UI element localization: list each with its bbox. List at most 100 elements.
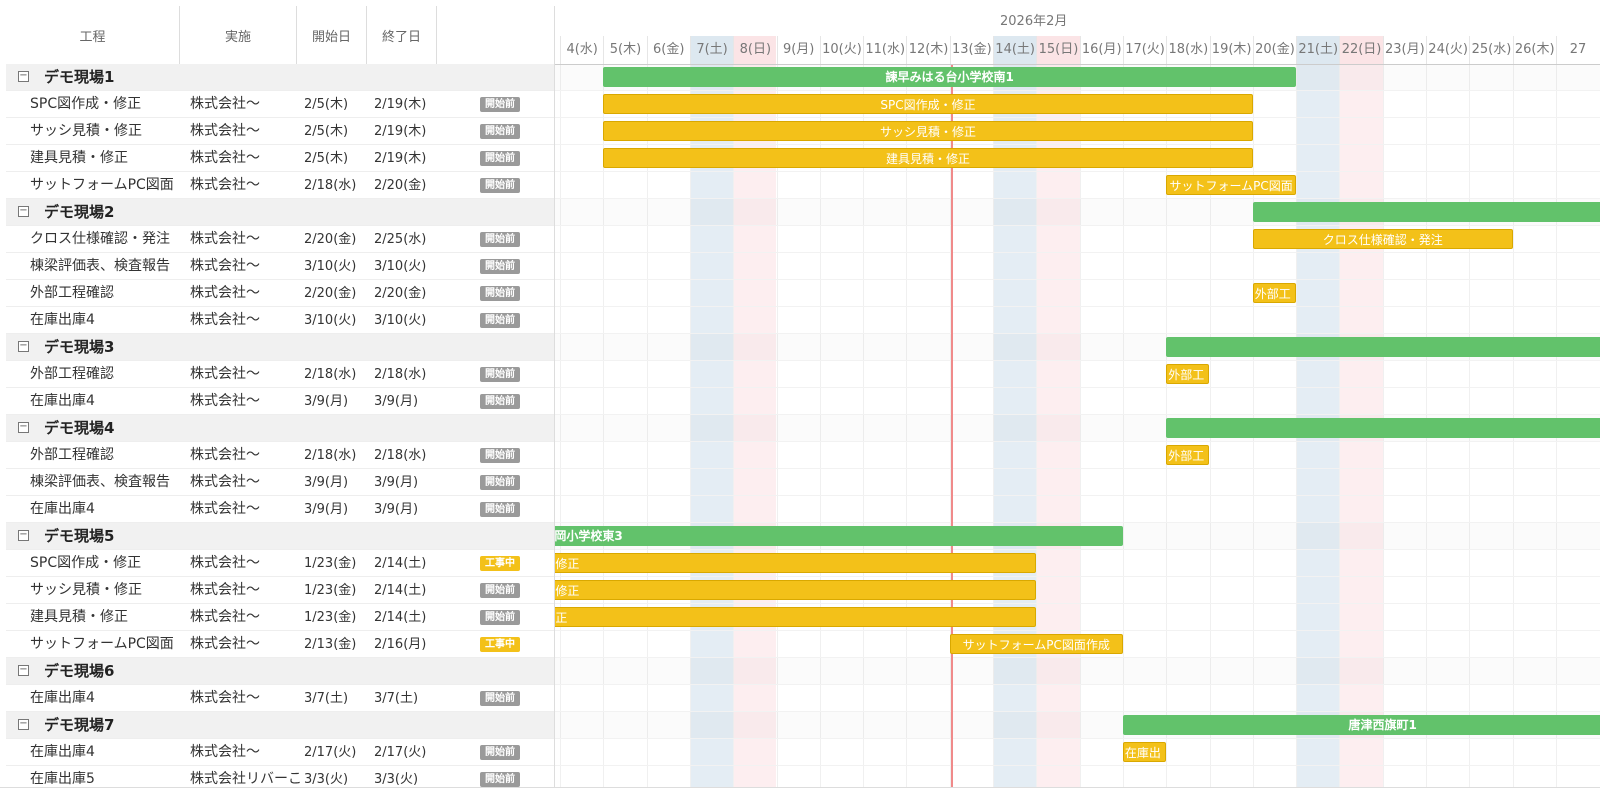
task-start-date: 2/18(水) — [304, 367, 357, 382]
project-bar[interactable]: 諫早みはる台小学校南1 — [603, 67, 1297, 87]
task-row[interactable]: 在庫出庫4 株式会社〜 3/9(月) 3/9(月) 開始前 — [6, 388, 554, 415]
task-row[interactable]: サットフォームPC図面 株式会社〜 2/18(水) 2/20(金) 開始前 — [6, 172, 554, 199]
day-header-cell: 20(金) — [1252, 36, 1296, 64]
task-start-date: 3/3(火) — [304, 772, 349, 787]
collapse-toggle-icon[interactable]: − — [18, 421, 29, 433]
task-bar[interactable]: 外部工 — [1252, 283, 1297, 303]
task-row[interactable]: サッシ見積・修正 株式会社〜 2/5(木) 2/19(木) 開始前 — [6, 118, 554, 145]
task-end-date: 2/20(金) — [374, 286, 427, 301]
task-bar[interactable]: 外部工 — [1166, 364, 1210, 384]
collapse-toggle-icon[interactable]: − — [18, 718, 29, 730]
task-name: 在庫出庫4 — [30, 744, 95, 760]
task-bar[interactable]: SPC図作成・修正 — [603, 94, 1253, 114]
project-bar[interactable]: 佐世保 — [1166, 418, 1600, 438]
task-end-date: 2/25(水) — [374, 232, 427, 247]
task-bar[interactable]: サットフォームPC図面作成 — [949, 634, 1123, 654]
task-row[interactable]: 在庫出庫5 株式会社リバーこ 3/3(火) 3/3(火) 開始前 — [6, 766, 554, 787]
column-header-start[interactable]: 開始日 — [297, 6, 367, 64]
gantt-row — [555, 388, 1600, 415]
status-badge: 開始前 — [480, 610, 520, 625]
group-row[interactable]: − デモ現場3 — [6, 334, 554, 361]
task-start-date: 2/5(木) — [304, 124, 349, 139]
task-bar[interactable]: クロス仕様確認・発注 — [1252, 229, 1513, 249]
gantt-row — [555, 523, 1600, 550]
task-row[interactable]: SPC図作成・修正 株式会社〜 2/5(木) 2/19(木) 開始前 — [6, 91, 554, 118]
task-row[interactable]: サッシ見積・修正 株式会社〜 1/23(金) 2/14(土) 開始前 — [6, 577, 554, 604]
gantt-row — [555, 226, 1600, 253]
task-row[interactable]: 建具見積・修正 株式会社〜 2/5(木) 2/19(木) 開始前 — [6, 145, 554, 172]
day-header-cell: 8(日) — [733, 36, 777, 64]
gantt-row — [555, 253, 1600, 280]
grid-line — [949, 64, 951, 787]
task-bar[interactable]: サットフォームPC図面 — [1166, 175, 1297, 195]
column-header-process[interactable]: 工程 — [6, 6, 180, 64]
day-header-cell: 12(木) — [906, 36, 949, 64]
task-end-date: 2/16(月) — [374, 637, 427, 652]
column-header-assignee[interactable]: 実施 — [180, 6, 297, 64]
status-badge: 開始前 — [480, 232, 520, 247]
month-label: 2026年2月 — [1000, 14, 1068, 29]
task-row[interactable]: サットフォームPC図面 株式会社〜 2/13(金) 2/16(月) 工事中 — [6, 631, 554, 658]
task-row[interactable]: 棟梁評価表、検査報告 株式会社〜 3/9(月) 3/9(月) 開始前 — [6, 469, 554, 496]
task-row[interactable]: 外部工程確認 株式会社〜 2/18(水) 2/18(水) 開始前 — [6, 361, 554, 388]
saturday-column — [689, 64, 734, 787]
status-badge: 開始前 — [480, 448, 520, 463]
task-end-date: 2/14(土) — [374, 556, 427, 571]
task-start-date: 2/18(水) — [304, 178, 357, 193]
task-row[interactable]: 外部工程確認 株式会社〜 2/18(水) 2/18(水) 開始前 — [6, 442, 554, 469]
task-row[interactable]: 外部工程確認 株式会社〜 2/20(金) 2/20(金) 開始前 — [6, 280, 554, 307]
task-row[interactable]: 建具見積・修正 株式会社〜 1/23(金) 2/14(土) 開始前 — [6, 604, 554, 631]
status-badge: 開始前 — [480, 583, 520, 598]
collapse-toggle-icon[interactable]: − — [18, 664, 29, 676]
project-bar[interactable] — [1252, 202, 1600, 222]
task-row[interactable]: クロス仕様確認・発注 株式会社〜 2/20(金) 2/25(水) 開始前 — [6, 226, 554, 253]
task-end-date: 2/14(土) — [374, 583, 427, 598]
task-bar[interactable]: 外部工 — [1166, 445, 1210, 465]
grid-line — [603, 64, 605, 787]
collapse-toggle-icon[interactable]: − — [18, 340, 29, 352]
task-row[interactable]: 在庫出庫4 株式会社〜 3/10(火) 3/10(火) 開始前 — [6, 307, 554, 334]
task-assignee: 株式会社〜 — [190, 312, 260, 328]
project-bar[interactable]: 唐津西旗町1 — [1122, 715, 1600, 735]
task-bar[interactable]: 修正 — [555, 607, 1037, 627]
task-bar[interactable]: サッシ見積・修正 — [603, 121, 1253, 141]
group-row[interactable]: − デモ現場4 — [6, 415, 554, 442]
status-badge: 開始前 — [480, 313, 520, 328]
collapse-toggle-icon[interactable]: − — [18, 529, 29, 541]
task-row[interactable]: 棟梁評価表、検査報告 株式会社〜 3/10(火) 3/10(火) 開始前 — [6, 253, 554, 280]
task-assignee: 株式会社〜 — [190, 258, 260, 274]
task-row[interactable]: 在庫出庫4 株式会社〜 2/17(火) 2/17(火) 開始前 — [6, 739, 554, 766]
collapse-toggle-icon[interactable]: − — [18, 205, 29, 217]
collapse-toggle-icon[interactable]: − — [18, 70, 29, 82]
group-row[interactable]: − デモ現場6 — [6, 658, 554, 685]
task-row[interactable]: 在庫出庫4 株式会社〜 3/9(月) 3/9(月) 開始前 — [6, 496, 554, 523]
group-row[interactable]: − デモ現場1 — [6, 64, 554, 91]
gantt-row — [555, 145, 1600, 172]
task-assignee: 株式会社〜 — [190, 231, 260, 247]
group-row[interactable]: − デモ現場5 — [6, 523, 554, 550]
task-name: 外部工程確認 — [30, 447, 114, 463]
group-row[interactable]: − デモ現場7 — [6, 712, 554, 739]
task-end-date: 2/17(火) — [374, 745, 427, 760]
project-bar[interactable]: 白 — [1166, 337, 1600, 357]
task-bar[interactable]: ・修正 — [555, 580, 1037, 600]
task-row[interactable]: 在庫出庫4 株式会社〜 3/7(土) 3/7(土) 開始前 — [6, 685, 554, 712]
group-row[interactable]: − デモ現場2 — [6, 199, 554, 226]
gantt-row — [555, 334, 1600, 361]
gantt-row — [555, 91, 1600, 118]
task-row[interactable]: SPC図作成・修正 株式会社〜 1/23(金) 2/14(土) 工事中 — [6, 550, 554, 577]
task-bar[interactable]: 建具見積・修正 — [603, 148, 1253, 168]
status-badge: 開始前 — [480, 475, 520, 490]
column-header-end[interactable]: 終了日 — [367, 6, 437, 64]
task-bar[interactable]: ・修正 — [555, 553, 1037, 573]
project-bar[interactable]: 桜岡小学校東3 — [555, 526, 1123, 546]
task-bar[interactable]: 在庫出 — [1122, 742, 1167, 762]
task-assignee: 株式会社〜 — [190, 744, 260, 760]
group-name: デモ現場5 — [44, 527, 115, 545]
gantt-row — [555, 577, 1600, 604]
day-header-cell: 6(金) — [646, 36, 690, 64]
day-header-cell: 14(土) — [993, 36, 1037, 64]
task-name: 在庫出庫4 — [30, 312, 95, 328]
day-header-cell: 23(月) — [1382, 36, 1426, 64]
task-end-date: 2/19(木) — [374, 151, 427, 166]
